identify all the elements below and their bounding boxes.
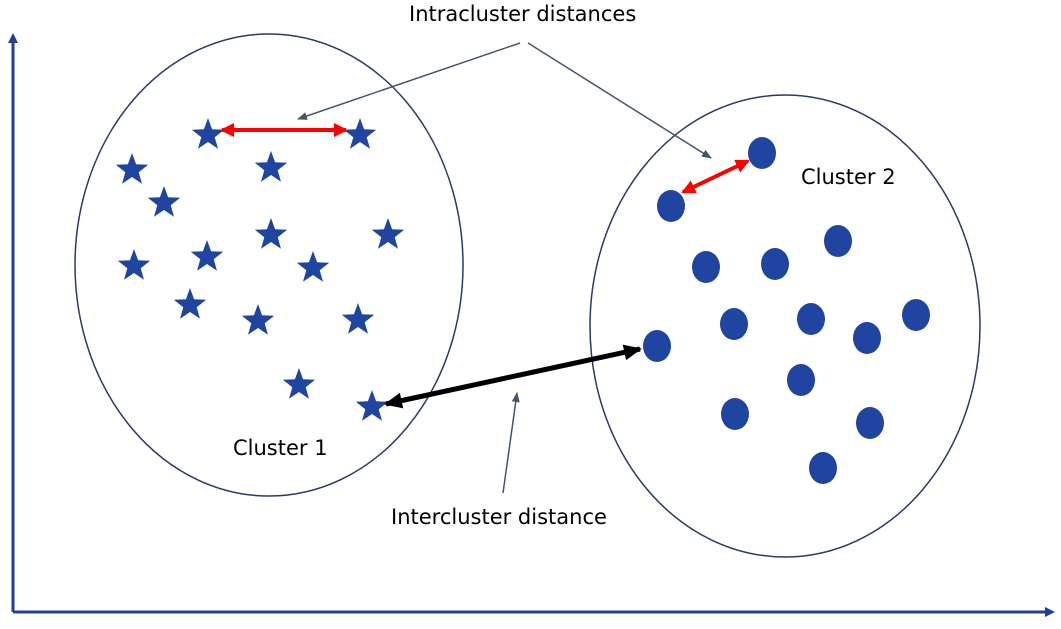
circle-point [797,303,825,335]
star-point [341,303,375,334]
star-point [282,368,316,399]
circle-point [720,308,748,340]
star-point [147,186,181,217]
circle-point [721,398,749,430]
cluster-1-label: Cluster 1 [233,436,328,460]
cluster-2-outline [589,94,981,558]
circle-point [902,299,930,331]
circle-point [761,248,789,280]
star-point [191,118,225,149]
star-point [117,249,151,280]
star-point [190,240,224,271]
star-point [241,304,275,335]
circle-point [657,190,685,222]
circle-point [692,251,720,283]
star-point [254,151,288,182]
cluster-1-points [115,118,405,421]
cluster-2-points [643,137,930,484]
star-point [173,288,207,319]
circle-point [856,407,884,439]
intracluster-arrow-cluster-2 [681,159,750,194]
intracluster-pointer-left [297,42,521,120]
circle-point [824,225,852,257]
star-point [296,251,330,282]
circle-point [748,137,776,169]
intercluster-distance-label: Intercluster distance [391,505,607,529]
star-point [254,218,288,249]
circle-point [787,364,815,396]
circle-point [809,452,837,484]
star-point [343,118,377,149]
star-point [115,153,149,184]
circle-point [853,322,881,354]
intracluster-distances-label: Intracluster distances [409,2,637,26]
intercluster-arrow [384,344,642,409]
circle-point [643,330,671,362]
intercluster-pointer [502,392,520,494]
intracluster-pointer-right [527,42,712,159]
star-point [371,218,405,249]
cluster-2-label: Cluster 2 [801,165,896,189]
cluster-1-outline [74,33,464,497]
star-point [355,390,389,421]
